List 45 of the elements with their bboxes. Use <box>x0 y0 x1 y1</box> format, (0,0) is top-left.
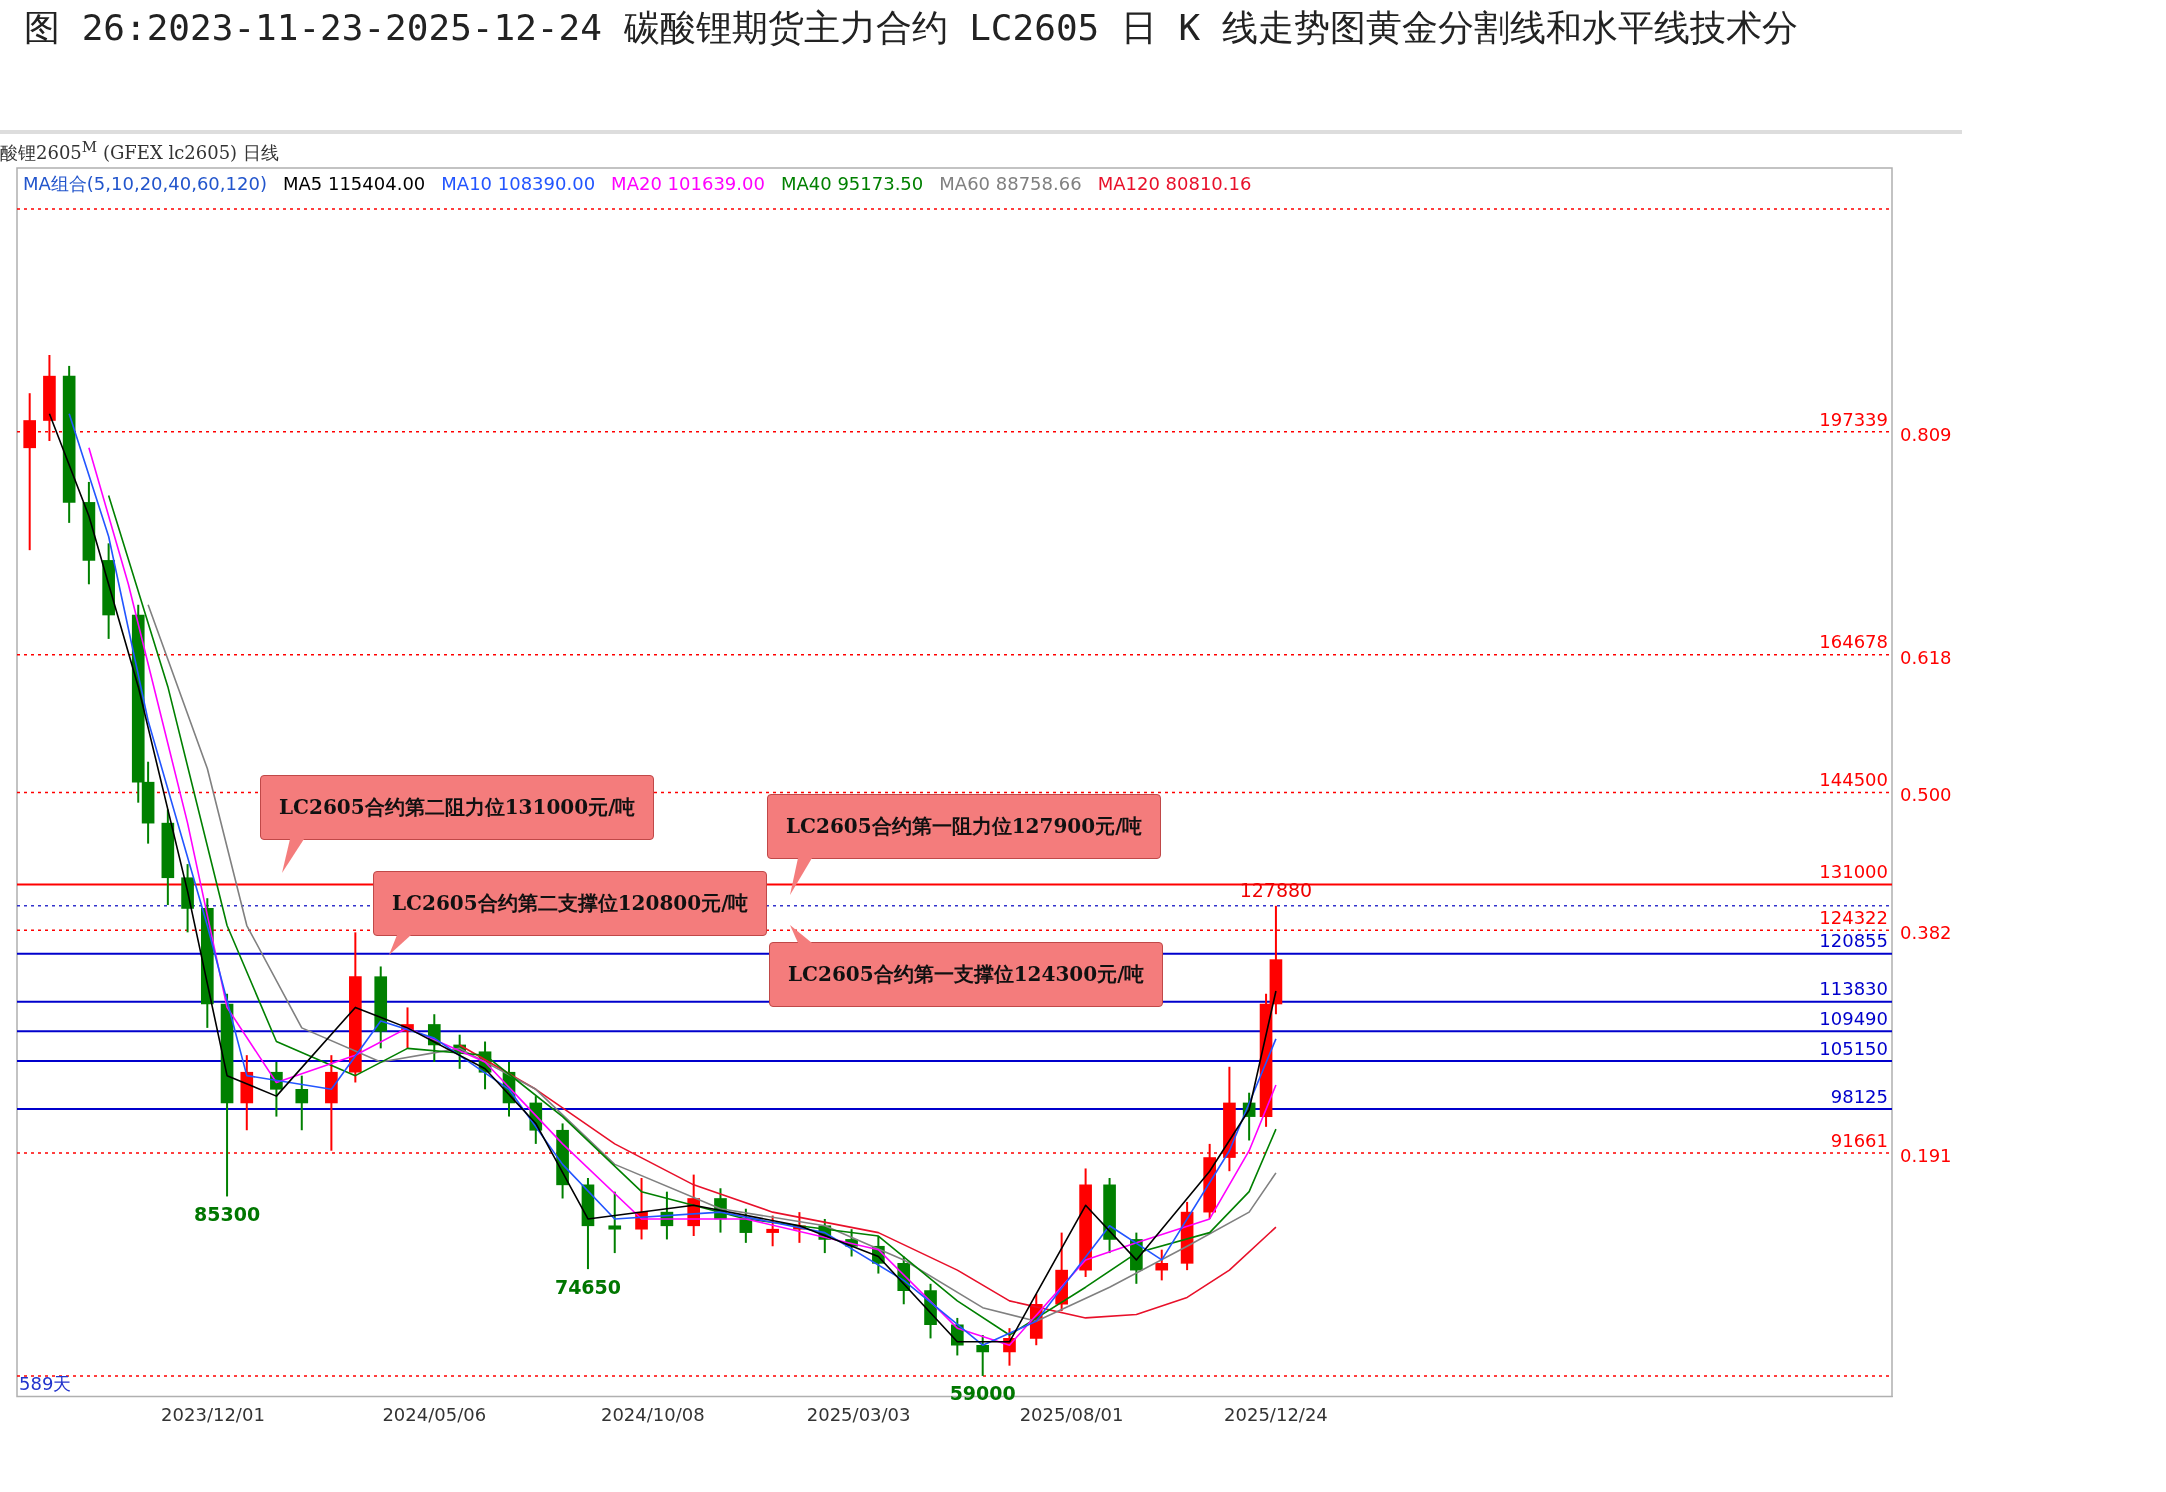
annotation: MA组合(5,10,20,40,60,120) <box>23 173 267 194</box>
annotation: 74650 <box>554 1275 622 1298</box>
ref-line-label: 91661 <box>1830 1129 1888 1151</box>
text: 0.191 <box>1900 1145 1952 1167</box>
ref-line-label: 105150 <box>1819 1037 1888 1059</box>
annotation: LC2605合约第一阻力位127900元/吨 <box>767 794 1162 859</box>
text: MA10 108390.00 <box>441 173 596 194</box>
text: 0.618 <box>1900 646 1952 668</box>
ref-line-label: 113830 <box>1819 978 1888 1000</box>
ref-line-label: 98125 <box>1830 1085 1888 1107</box>
x-tick-label: 2025/03/03 <box>806 1403 911 1425</box>
text: MA5 115404.00 <box>282 173 426 194</box>
x-tick-label: 2025/08/01 <box>1019 1403 1124 1425</box>
text: MA40 95173.50 <box>780 173 924 194</box>
ref-line-label: 120855 <box>1819 930 1888 952</box>
annotation: LC2605合约第一支撑位124300元/吨 <box>769 942 1164 1007</box>
text: MA20 101639.00 <box>611 173 765 194</box>
text: 酸锂2605$^{M}$ (GFEX lc2605) 日线 <box>0 138 279 165</box>
text: 0.809 <box>1900 423 1952 445</box>
text: MA60 88758.66 <box>939 173 1082 194</box>
ref-line-label: 197339 <box>1819 408 1888 430</box>
annotation: LC2605合约第二阻力位131000元/吨 <box>260 775 655 840</box>
ref-line-label: 124322 <box>1819 906 1888 928</box>
text: MA120 80810.16 <box>1097 173 1252 194</box>
x-tick-label: 2023/12/01 <box>161 1403 265 1425</box>
candlestick <box>976 1333 990 1377</box>
text: 0.382 <box>1900 922 1952 944</box>
ref-line-label: 131000 <box>1819 861 1888 883</box>
candlestick <box>295 1074 309 1132</box>
x-tick-label: 2025/12/24 <box>1224 1403 1328 1425</box>
candlestick <box>608 1190 622 1255</box>
chart-title: 图 26:2023-11-23-2025-12-24 碳酸锂期货主力合约 LC2605 日 K 线走势图黄金分割线和水平线技术分 <box>24 6 1798 50</box>
annotation: 85300 <box>194 1202 261 1225</box>
text: 0.500 <box>1900 784 1952 806</box>
ref-line-label: 164678 <box>1819 631 1888 653</box>
candlestick <box>1155 1248 1169 1282</box>
x-tick-label: 2024/05/06 <box>382 1403 487 1425</box>
annotation: 127880 <box>1239 879 1313 902</box>
x-tick-label: 2024/10/08 <box>600 1403 705 1425</box>
ref-line-label: 109490 <box>1819 1008 1888 1030</box>
ref-line-label: 144500 <box>1819 769 1888 791</box>
candlestick <box>766 1214 779 1248</box>
annotation: 59000 <box>949 1382 1016 1405</box>
annotation: LC2605合约第二支撑位120800元/吨 <box>373 871 768 936</box>
annotation: 589天 <box>19 1372 72 1397</box>
